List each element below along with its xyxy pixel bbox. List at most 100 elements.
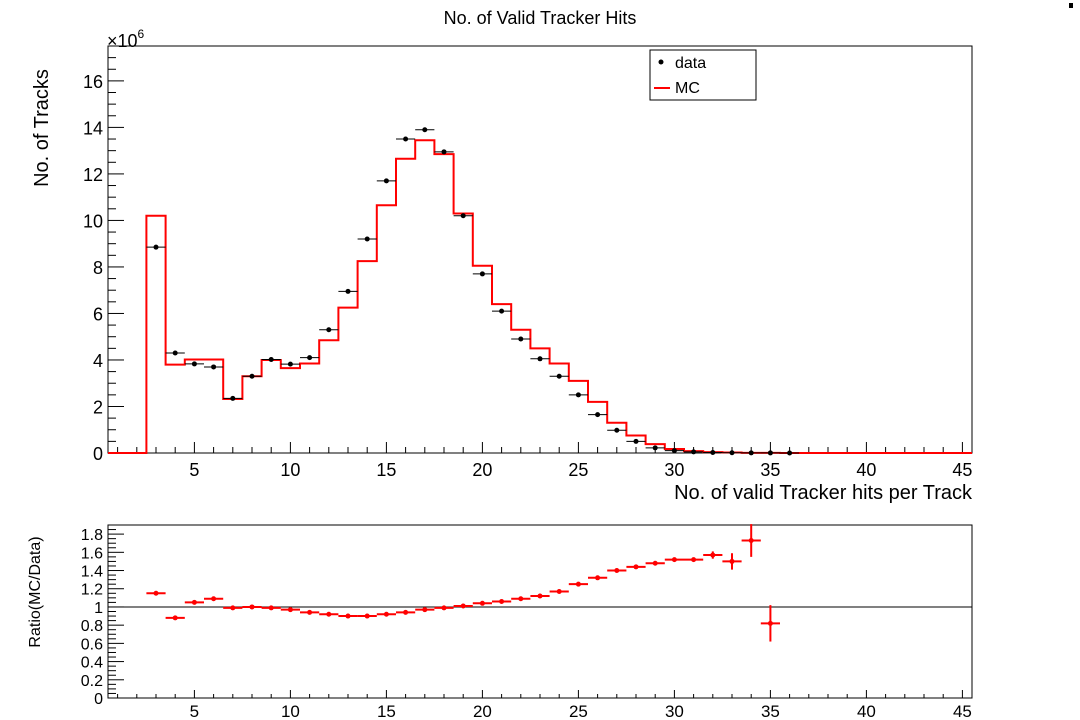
- ratio-x-tick-label: 35: [761, 702, 780, 720]
- ratio-point: [383, 611, 389, 617]
- ratio-y-axis: 00.20.4 0.60.811.21.4 1.61.8: [81, 524, 124, 708]
- top-y-axis: 0 2 4 6 8 10 12 14 16: [83, 57, 124, 464]
- ratio-x-axis: 5 10 15 20 25 30 35 40 45: [117, 690, 972, 720]
- ratio-point: [767, 620, 773, 626]
- x-tick-label: 45: [952, 460, 972, 480]
- data-point: [556, 373, 562, 379]
- ratio-point: [268, 605, 274, 611]
- data-point: [403, 136, 409, 142]
- x-tick-label: 20: [472, 460, 492, 480]
- data-point: [345, 288, 351, 294]
- ratio-plot-frame: [107, 524, 973, 699]
- data-point: [441, 149, 447, 155]
- ratio-x-tick-label: 45: [953, 702, 972, 720]
- ratio-x-tick-label: 10: [281, 702, 300, 720]
- ratio-y-tick-label: 0.6: [81, 636, 103, 653]
- y-axis-multiplier: ×106: [107, 27, 145, 51]
- ratio-point: [575, 581, 581, 587]
- x-tick-label: 25: [568, 460, 588, 480]
- ratio-point: [172, 615, 178, 621]
- x-tick-label: 5: [189, 460, 199, 480]
- main-histogram-panel: No. of Valid Tracker Hits No. of Tracks …: [31, 8, 973, 504]
- top-x-axis: 5 10 15 20 25 30 35 40 45: [117, 442, 972, 480]
- data-point: [307, 355, 313, 361]
- y-tick-label: 8: [93, 258, 103, 278]
- data-point: [230, 395, 236, 401]
- ratio-y-tick-label: 1.6: [81, 545, 103, 562]
- ratio-x-tick-label: 20: [473, 702, 492, 720]
- data-point: [748, 450, 754, 456]
- ratio-x-tick-label: 25: [569, 702, 588, 720]
- ratio-y-axis-label: Ratio(MC/Data): [27, 536, 44, 647]
- ratio-point: [537, 593, 543, 599]
- top-plot-frame: [107, 45, 973, 454]
- ratio-y-tick-label: 0.2: [81, 673, 103, 690]
- y-tick-label: 16: [83, 72, 103, 92]
- legend-data-marker: [658, 59, 664, 65]
- ratio-point: [287, 607, 293, 613]
- ratio-points: [146, 524, 780, 642]
- ratio-point: [652, 560, 658, 566]
- ratio-point: [364, 613, 370, 619]
- data-point: [153, 244, 159, 250]
- ratio-point: [403, 609, 409, 615]
- data-point: [787, 450, 793, 456]
- data-point: [671, 448, 677, 454]
- legend-data-label: data: [675, 55, 706, 72]
- data-point: [479, 271, 485, 277]
- ratio-point: [710, 552, 716, 558]
- ratio-point: [345, 613, 351, 619]
- x-tick-label: 35: [760, 460, 780, 480]
- data-point: [499, 308, 505, 314]
- ratio-point: [191, 599, 197, 605]
- x-axis-label: No. of valid Tracker hits per Track: [674, 482, 973, 504]
- ratio-point: [422, 607, 428, 613]
- x-tick-label: 10: [280, 460, 300, 480]
- y-axis-multiplier-base: ×10: [107, 31, 138, 51]
- ratio-point: [479, 600, 485, 606]
- y-tick-label: 4: [93, 351, 103, 371]
- y-tick-label: 10: [83, 211, 103, 231]
- x-tick-label: 40: [856, 460, 876, 480]
- data-point: [595, 412, 601, 418]
- ratio-point: [518, 596, 524, 602]
- data-point: [652, 445, 658, 451]
- data-point: [710, 450, 716, 456]
- data-point: [249, 373, 255, 379]
- data-point: [364, 236, 370, 242]
- data-points: [146, 127, 800, 456]
- ratio-y-tick-label: 0.8: [81, 618, 103, 635]
- y-tick-label: 0: [93, 444, 103, 464]
- ratio-point: [499, 598, 505, 604]
- data-point: [287, 361, 293, 367]
- ratio-point: [249, 604, 255, 610]
- ratio-point: [307, 609, 313, 615]
- data-point: [633, 438, 639, 444]
- chart-title: No. of Valid Tracker Hits: [444, 8, 637, 28]
- ratio-point: [230, 605, 236, 611]
- legend-box: [649, 49, 757, 101]
- data-point: [460, 213, 466, 219]
- data-point: [383, 178, 389, 184]
- mc-step-line: [108, 139, 972, 454]
- ratio-point: [211, 596, 217, 602]
- legend-mc-label: MC: [675, 80, 700, 97]
- data-point: [575, 392, 581, 398]
- ratio-point: [326, 611, 332, 617]
- y-axis-label: No. of Tracks: [31, 69, 53, 187]
- data-point: [767, 450, 773, 456]
- y-tick-label: 2: [93, 397, 103, 417]
- mc-histogram: [108, 139, 972, 454]
- x-tick-label: 30: [664, 460, 684, 480]
- ratio-point: [748, 537, 754, 543]
- data-point: [691, 449, 697, 455]
- ratio-point: [633, 564, 639, 570]
- ratio-point: [153, 590, 159, 596]
- data-point: [172, 350, 178, 356]
- corner-marker: [1069, 3, 1073, 8]
- y-axis-multiplier-exponent: 6: [138, 27, 145, 41]
- y-tick-label: 6: [93, 304, 103, 324]
- y-tick-label: 12: [83, 165, 103, 185]
- data-point: [537, 356, 543, 362]
- ratio-point: [729, 558, 735, 564]
